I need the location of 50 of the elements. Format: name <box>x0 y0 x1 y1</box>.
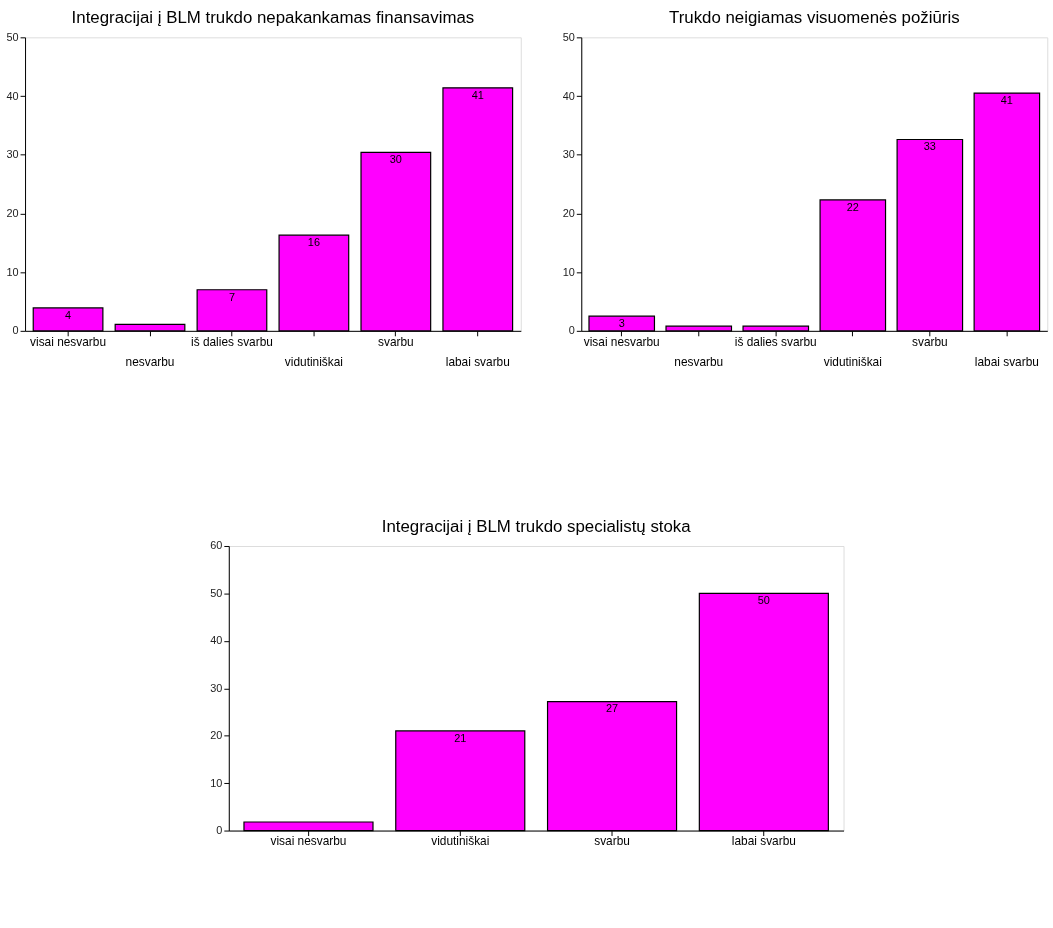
data-label: 22 <box>846 200 859 213</box>
data-label: 16 <box>307 236 320 249</box>
y-tick-label: 40 <box>210 634 223 647</box>
y-tick-label: 60 <box>210 539 223 552</box>
x-tick-label: visai nesvarbu <box>30 334 107 349</box>
x-tick-label: vidutiniškai <box>284 354 343 369</box>
data-label: 21 <box>454 731 467 744</box>
data-label: 3 <box>618 317 625 330</box>
x-tick-label: vidutiniškai <box>431 834 490 849</box>
data-label: 41 <box>471 88 484 101</box>
y-tick-label: 10 <box>210 776 223 789</box>
data-label: 4 <box>65 308 72 321</box>
y-tick-label: 0 <box>216 824 223 837</box>
y-tick-label: 50 <box>6 30 19 43</box>
data-label: 33 <box>923 140 936 153</box>
chart-title: Trukdo neigiamas visuomenės požiūris <box>669 8 960 28</box>
y-tick-label: 20 <box>562 206 575 219</box>
chart-title: Integracijai į BLM trukdo nepakankamas finansavimas <box>71 8 475 28</box>
x-tick-label: vidutiniškai <box>823 354 882 369</box>
data-label: 27 <box>606 702 619 715</box>
chart-title: Integracijai į BLM trukdo specialistų stoka <box>381 517 692 537</box>
data-label: 30 <box>389 153 402 166</box>
y-tick-label: 30 <box>6 148 19 161</box>
y-tick-label: 0 <box>12 324 19 337</box>
x-tick-label: visai nesvarbu <box>270 834 347 849</box>
data-label: 41 <box>1000 94 1013 107</box>
x-tick-label: labai svarbu <box>974 354 1039 369</box>
x-tick-label: iš dalies svarbu <box>734 334 817 349</box>
y-tick-label: 30 <box>210 681 223 694</box>
y-tick-label: 10 <box>562 265 575 278</box>
y-tick-label: 30 <box>562 148 575 161</box>
y-tick-label: 0 <box>568 324 575 337</box>
data-label: 7 <box>228 290 235 303</box>
x-tick-label: labai svarbu <box>445 354 510 369</box>
x-tick-label: nesvarbu <box>674 354 724 369</box>
x-tick-label: svarbu <box>912 334 948 349</box>
x-tick-label: visai nesvarbu <box>583 334 660 349</box>
x-tick-label: iš dalies svarbu <box>191 334 273 349</box>
y-tick-label: 20 <box>6 206 19 219</box>
x-tick-label: nesvarbu <box>125 354 175 369</box>
y-tick-label: 40 <box>562 89 575 102</box>
x-tick-label: svarbu <box>594 834 630 849</box>
y-tick-label: 40 <box>6 89 19 102</box>
y-tick-label: 50 <box>210 586 223 599</box>
data-label: 50 <box>757 594 770 607</box>
y-tick-label: 20 <box>210 729 223 742</box>
y-tick-label: 50 <box>562 30 575 43</box>
y-tick-label: 10 <box>6 265 19 278</box>
x-tick-label: labai svarbu <box>731 834 796 849</box>
x-tick-label: svarbu <box>378 334 414 349</box>
